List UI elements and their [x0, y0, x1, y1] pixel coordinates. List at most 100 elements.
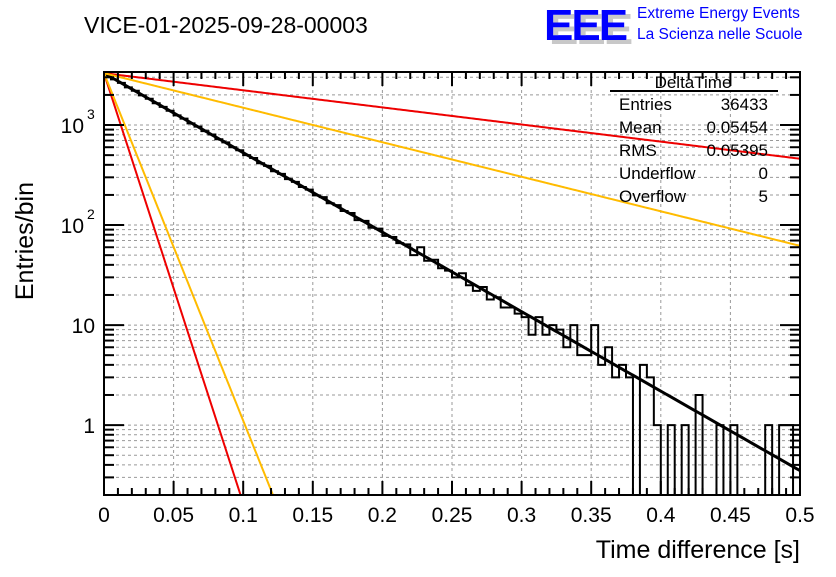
histogram — [104, 74, 800, 496]
curve-red-slow — [103, 72, 801, 160]
histogram-bin — [160, 107, 167, 495]
x-tick-label: 0.2 — [368, 504, 397, 527]
stats-value: 36433 — [721, 95, 768, 114]
histogram-bin — [313, 195, 320, 495]
histogram-bin — [459, 273, 466, 495]
histogram-bin — [598, 365, 605, 495]
histogram-bin — [577, 355, 584, 495]
histogram-bin — [438, 268, 445, 495]
histogram-bin — [556, 330, 563, 495]
histogram-bin — [188, 123, 195, 495]
axes: 0 0.05 0.1 0.15 0.2 0.25 0.3 0.35 0.4 0.45 0.5 1 10 1… — [61, 71, 815, 527]
histogram-bin — [167, 111, 174, 495]
histogram-bin — [348, 213, 355, 495]
y-tick-exponent: 2 — [87, 206, 95, 222]
histogram-bin — [194, 127, 201, 495]
histogram-bin — [201, 131, 208, 495]
histogram-bin — [508, 307, 515, 495]
x-tick-label: 0.3 — [507, 504, 536, 527]
histogram-bin — [389, 237, 396, 495]
histogram-bin — [382, 236, 389, 495]
logo-line1: Extreme Energy Events — [637, 5, 800, 22]
histogram-bin — [494, 297, 501, 495]
histogram-bin — [306, 190, 313, 495]
curve-fit — [103, 71, 801, 472]
histogram-bin — [522, 317, 529, 495]
histogram-bin — [362, 221, 369, 495]
histogram-bin — [375, 229, 382, 495]
histogram-bin — [285, 179, 292, 495]
histogram-bin — [466, 285, 473, 495]
histogram-bin — [236, 150, 243, 495]
x-tick-label: 0.1 — [229, 504, 258, 527]
histogram-bin — [542, 335, 549, 495]
histogram-bin — [396, 243, 403, 495]
histogram-bin — [229, 147, 236, 495]
stats-label: RMS — [619, 141, 657, 160]
histogram-bin — [626, 377, 633, 495]
histogram-bin — [584, 355, 591, 495]
histogram-bin — [403, 244, 410, 495]
histogram-bin — [424, 261, 431, 495]
x-tick-label: 0.35 — [571, 504, 612, 527]
eee-logo: EEE Extreme Energy Events La Scienza nel… — [544, 1, 802, 50]
histogram-bin — [515, 314, 522, 495]
histogram-bin — [215, 139, 222, 495]
x-tick-label: 0.05 — [153, 504, 194, 527]
histogram-bin — [473, 291, 480, 495]
y-tick-label: 10 — [61, 115, 84, 138]
histogram-bin — [104, 75, 111, 495]
chart-title: VICE-01-2025-09-28-00003 — [84, 12, 368, 38]
histogram-bin — [487, 300, 494, 495]
stats-title: DeltaTime — [655, 73, 732, 92]
x-tick-label: 0.5 — [785, 504, 814, 527]
histogram-bin — [292, 182, 299, 495]
stats-label: Underflow — [619, 164, 696, 183]
stats-label: Overflow — [619, 187, 687, 206]
histogram-bin — [445, 271, 452, 495]
histogram-bin — [278, 174, 285, 495]
logo-line2: La Scienza nelle Scuole — [637, 26, 802, 43]
histogram-bin — [682, 425, 689, 495]
curves — [103, 71, 801, 496]
histogram-bin — [668, 425, 675, 495]
histogram-bin — [647, 377, 654, 495]
stats-value: 0.05454 — [707, 118, 768, 137]
stats-label: Mean — [619, 118, 662, 137]
histogram-bin — [368, 228, 375, 495]
histogram-bin — [299, 187, 306, 495]
histogram-bin — [654, 425, 661, 495]
histogram-bin — [181, 119, 188, 495]
histogram-bin — [480, 287, 487, 495]
histogram-bin — [355, 220, 362, 495]
stats-box: DeltaTime Entries 36433 Mean 0.05454 RMS… — [610, 73, 778, 206]
histogram-bin — [536, 317, 543, 495]
stats-value: 0.05395 — [707, 141, 768, 160]
histogram-outline — [104, 74, 800, 496]
x-tick-label: 0.4 — [646, 504, 676, 527]
histogram-bin — [111, 79, 118, 495]
histogram-bin — [327, 203, 334, 495]
histogram-bin — [118, 83, 125, 495]
histogram-bin — [417, 247, 424, 495]
y-tick-exponent: 3 — [87, 106, 95, 122]
y-tick-label: 10 — [61, 215, 84, 238]
histogram-bin — [452, 277, 459, 495]
histogram-bin — [257, 163, 264, 495]
histogram-bin — [271, 171, 278, 495]
histogram-bin — [146, 99, 153, 495]
histogram-bin — [320, 197, 327, 495]
y-tick-label: 10 — [72, 315, 95, 338]
histogram-bin — [334, 205, 341, 495]
curve-yellow-slow — [103, 72, 801, 247]
histogram-bin — [612, 377, 619, 495]
x-tick-label: 0.15 — [292, 504, 333, 527]
logo-text: EEE — [544, 1, 627, 50]
histogram-bin — [139, 95, 146, 495]
histogram-bin — [153, 103, 160, 495]
stats-value: 0 — [759, 164, 768, 183]
histogram-bin — [570, 325, 577, 495]
x-axis-label: Time difference [s] — [596, 536, 800, 564]
histogram-bin — [410, 255, 417, 495]
